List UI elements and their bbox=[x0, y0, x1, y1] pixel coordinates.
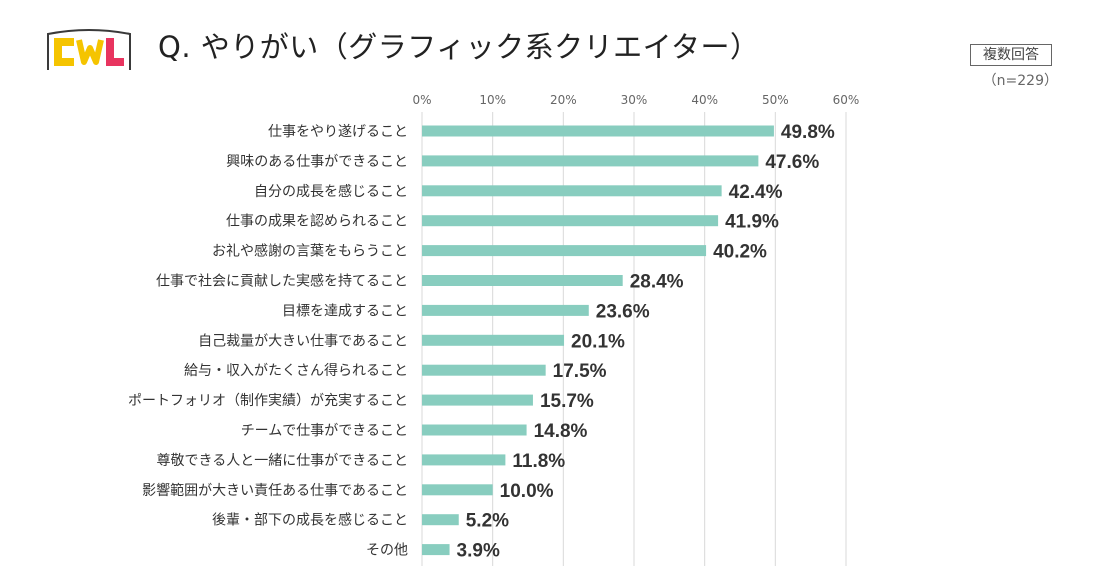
bar bbox=[422, 245, 707, 257]
bar bbox=[422, 514, 459, 526]
value-label: 28.4% bbox=[630, 272, 684, 293]
value-label: 11.8% bbox=[512, 451, 565, 472]
value-label: 47.6% bbox=[765, 152, 819, 173]
category-label: ポートフォリオ（制作実績）が充実すること bbox=[128, 393, 408, 409]
bar bbox=[422, 364, 546, 376]
bar bbox=[422, 454, 506, 466]
x-tick-label: 0% bbox=[412, 93, 431, 107]
category-label: 尊敬できる人と一緒に仕事ができること bbox=[157, 452, 408, 469]
category-label: 仕事の成果を認められること bbox=[226, 214, 408, 230]
category-label: 影響範囲が大きい責任ある仕事であること bbox=[142, 482, 408, 499]
category-label: 自己裁量が大きい仕事であること bbox=[198, 333, 408, 349]
x-tick-label: 50% bbox=[762, 93, 789, 107]
bar bbox=[422, 304, 589, 316]
bar bbox=[422, 215, 719, 227]
x-tick-label: 60% bbox=[833, 93, 860, 107]
value-label: 5.2% bbox=[466, 511, 509, 532]
bar bbox=[422, 424, 527, 436]
bar bbox=[422, 125, 774, 137]
category-label: チームで仕事ができること bbox=[241, 423, 408, 439]
category-label: その他 bbox=[366, 543, 408, 559]
bar bbox=[422, 484, 493, 496]
value-label: 49.8% bbox=[781, 122, 835, 143]
category-label: 仕事で社会に貢献した実感を持てること bbox=[156, 273, 408, 290]
category-label: 目標を達成すること bbox=[282, 303, 408, 319]
bar bbox=[422, 394, 533, 406]
bar bbox=[422, 275, 623, 286]
value-label: 40.2% bbox=[713, 242, 767, 263]
category-label: 興味のある仕事ができること bbox=[226, 154, 408, 170]
value-label: 3.9% bbox=[457, 541, 500, 562]
x-tick-label: 10% bbox=[479, 93, 506, 107]
value-label: 23.6% bbox=[596, 301, 650, 322]
category-label: 自分の成長を感じること bbox=[254, 183, 408, 200]
x-tick-label: 20% bbox=[550, 93, 577, 107]
value-label: 20.1% bbox=[571, 331, 625, 352]
answer-type-badge: 複数回答 bbox=[970, 44, 1052, 66]
sample-size-label: （n=229） bbox=[982, 73, 1058, 89]
value-label: 10.0% bbox=[500, 481, 554, 502]
value-label: 41.9% bbox=[725, 212, 779, 233]
value-label: 15.7% bbox=[540, 391, 594, 412]
category-label: 給与・収入がたくさん得られること bbox=[184, 362, 408, 379]
bar bbox=[422, 544, 450, 556]
category-label: 仕事をやり遂げること bbox=[268, 124, 408, 140]
bar bbox=[422, 185, 722, 197]
bar bbox=[422, 334, 565, 346]
value-label: 14.8% bbox=[534, 421, 588, 442]
bar bbox=[422, 155, 759, 167]
x-tick-label: 40% bbox=[691, 93, 718, 107]
value-label: 17.5% bbox=[553, 361, 607, 382]
value-label: 42.4% bbox=[729, 182, 783, 203]
category-label: お礼や感謝の言葉をもらうこと bbox=[212, 243, 408, 260]
cwl-logo bbox=[47, 29, 131, 70]
page-title: Q. やりがい（グラフィック系クリエイター） bbox=[158, 30, 760, 64]
x-tick-label: 30% bbox=[621, 93, 648, 107]
category-label: 後輩・部下の成長を感じること bbox=[212, 512, 408, 529]
